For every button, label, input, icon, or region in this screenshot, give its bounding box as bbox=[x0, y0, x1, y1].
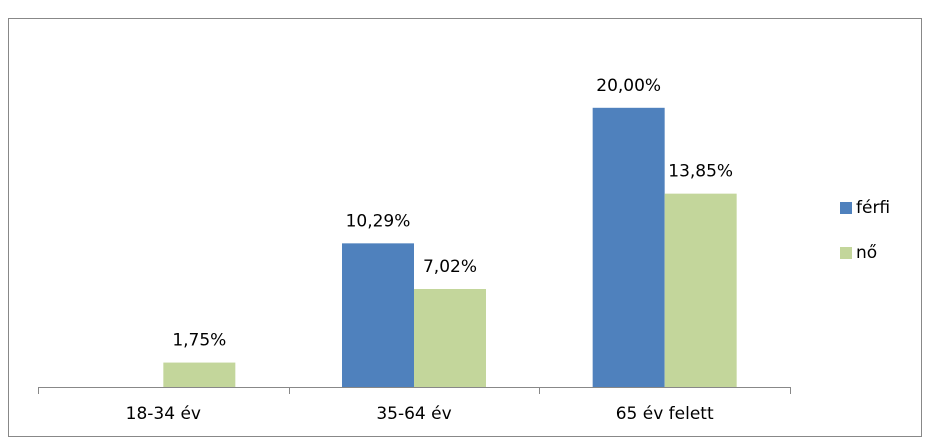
legend-label: férfi bbox=[856, 198, 890, 218]
legend-swatch bbox=[840, 202, 852, 214]
value-label: 7,02% bbox=[423, 257, 477, 277]
value-label: 10,29% bbox=[346, 211, 411, 231]
bar bbox=[414, 289, 486, 387]
value-label: 20,00% bbox=[596, 76, 661, 96]
bar bbox=[664, 193, 737, 387]
x-tick-label: 18-34 év bbox=[126, 404, 201, 424]
bar bbox=[163, 362, 236, 387]
x-tick-label: 65 év felett bbox=[616, 404, 714, 424]
legend-swatch bbox=[840, 247, 852, 259]
legend-label: nő bbox=[856, 243, 877, 263]
bar bbox=[342, 243, 414, 387]
value-label: 1,75% bbox=[172, 331, 226, 351]
value-label: 13,85% bbox=[668, 162, 733, 182]
x-tick-label: 35-64 év bbox=[376, 404, 451, 424]
bar bbox=[592, 107, 665, 388]
